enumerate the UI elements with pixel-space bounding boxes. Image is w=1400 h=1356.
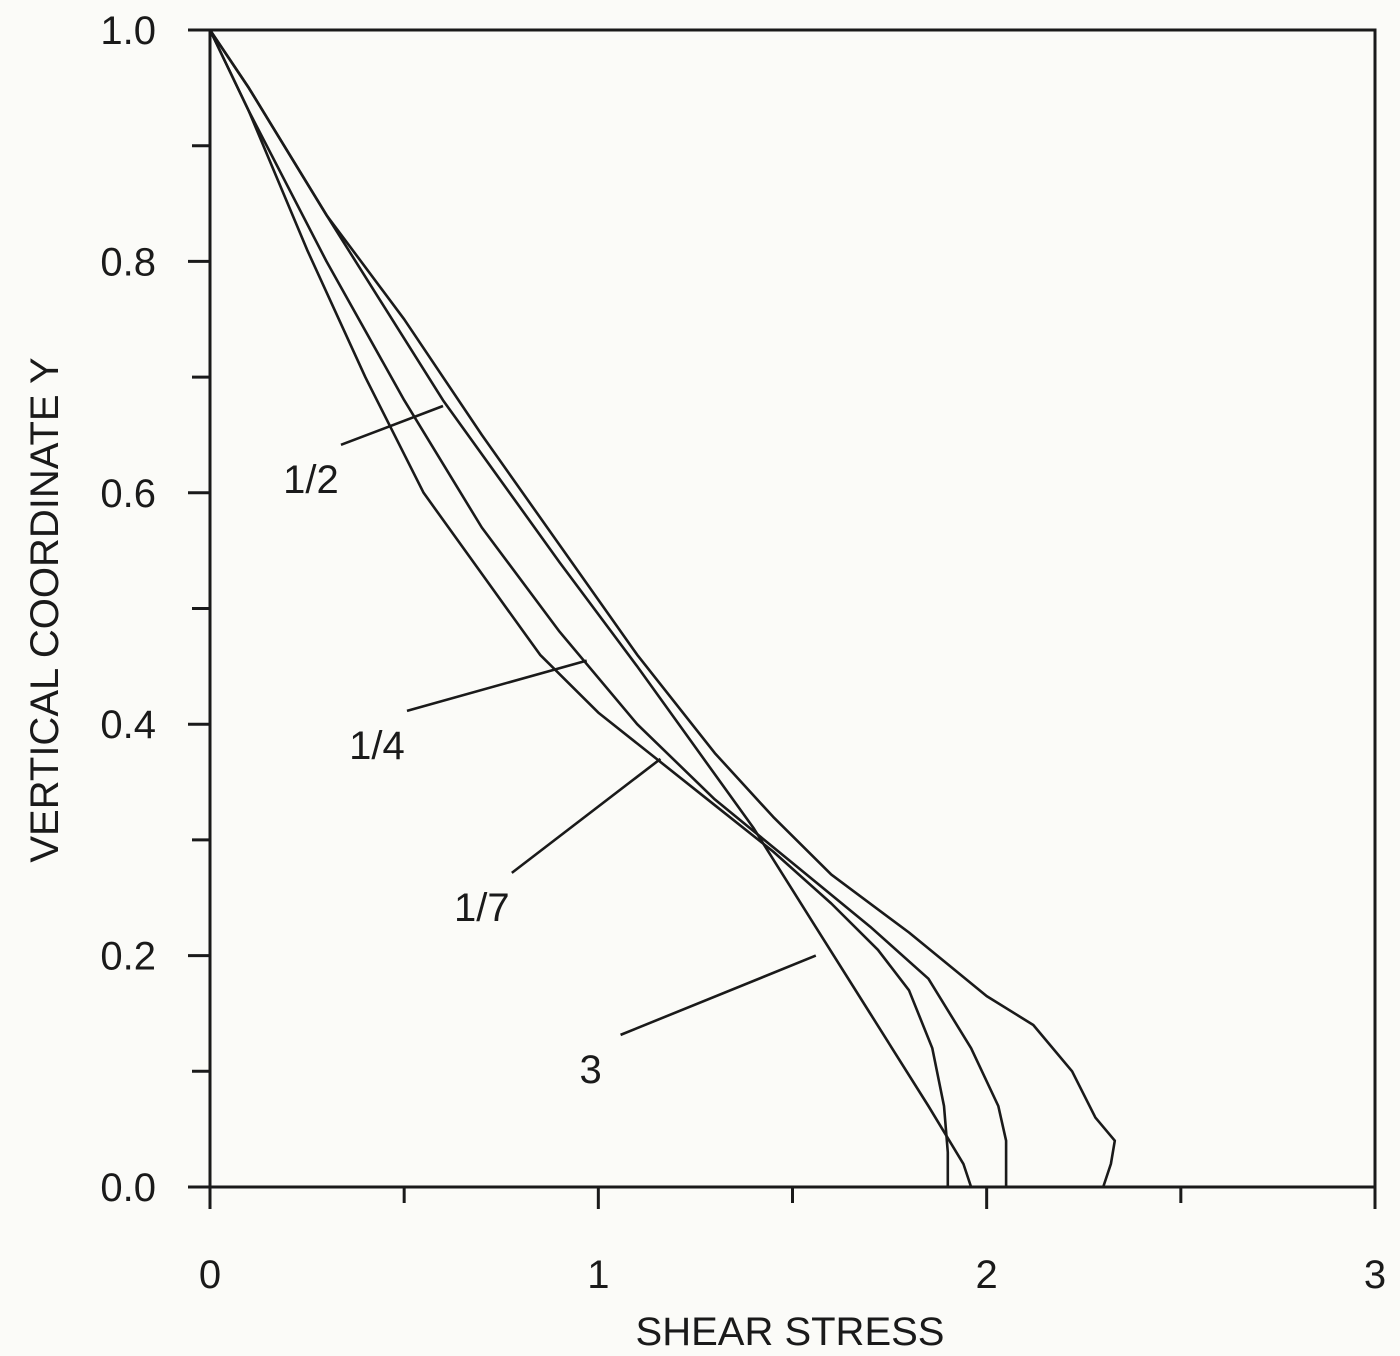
series-line-3 [208,29,973,1188]
y-axis-title: VERTICAL COORDINATE Y [23,357,67,862]
leader-line-1 [406,659,588,713]
x-tick-label: 3 [1364,1253,1386,1297]
curves-layer [208,29,1117,1188]
x-tick-label: 2 [976,1253,998,1297]
series-line-2 [208,29,950,1187]
series-label-3: 3 [579,1048,601,1092]
series-label-2: 1/7 [454,886,510,930]
series-line-0 [208,29,1117,1188]
leader-line-0 [340,404,444,447]
series-line-1 [208,29,1008,1187]
x-tick-label: 0 [199,1253,221,1297]
series-label-0: 1/2 [283,458,339,502]
x-axis-title: SHEAR STRESS [636,1310,945,1354]
leader-line-2 [511,757,662,874]
y-tick-label: 0.8 [100,240,156,284]
series-label-1: 1/4 [349,724,405,768]
labels-layer: 1/2 1/4 1/7 3 0 1 2 3 0.0 0.2 0.4 0.6 0.8 1.0 [100,9,1386,1297]
leader-line-3 [620,954,817,1037]
x-tick-label: 1 [587,1253,609,1297]
y-tick-label: 1.0 [100,9,156,53]
y-tick-label: 0.4 [100,703,156,747]
leader-lines-layer [340,404,817,1037]
ticks-layer [188,28,1377,1209]
y-tick-label: 0.2 [100,935,156,979]
y-tick-label: 0.0 [100,1166,156,1210]
y-tick-label: 0.6 [100,472,156,516]
plot-frame [208,28,1377,1189]
